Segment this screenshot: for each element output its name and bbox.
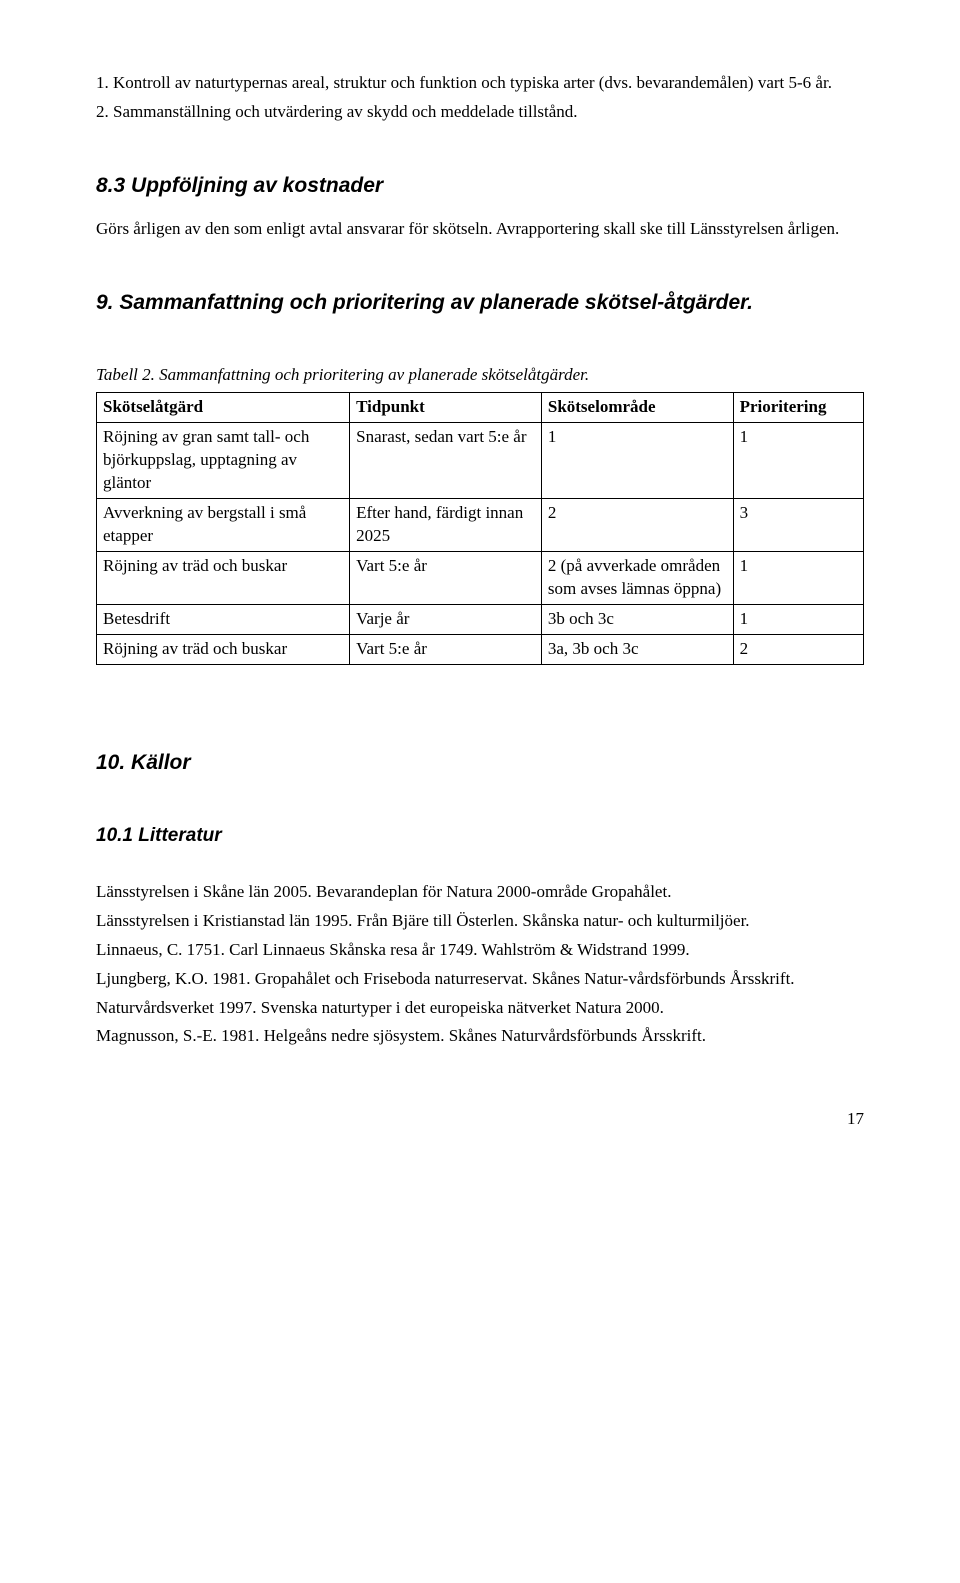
table-cell: Efter hand, färdigt innan 2025 — [350, 499, 542, 552]
table-cell: 1 — [733, 552, 863, 605]
heading-10-1: 10.1 Litteratur — [96, 823, 864, 849]
reference: Naturvårdsverket 1997. Svenska naturtype… — [96, 997, 864, 1020]
reference: Ljungberg, K.O. 1981. Gropahålet och Fri… — [96, 968, 864, 991]
col-header: Prioritering — [733, 393, 863, 423]
table-row: Röjning av gran samt tall- och björkupps… — [97, 423, 864, 499]
page-number: 17 — [96, 1108, 864, 1131]
table-cell: Betesdrift — [97, 604, 350, 634]
table-cell: Röjning av träd och buskar — [97, 552, 350, 605]
table-cell: 2 — [733, 634, 863, 664]
col-header: Skötselområde — [541, 393, 733, 423]
heading-9: 9. Sammanfattning och prioritering av pl… — [96, 289, 864, 317]
table-cell: 2 (på avverkade områden som avses lämnas… — [541, 552, 733, 605]
heading-10: 10. Källor — [96, 749, 864, 777]
table-2-caption: Tabell 2. Sammanfattning och prioriterin… — [96, 364, 864, 387]
table-cell: Röjning av träd och buskar — [97, 634, 350, 664]
reference: Magnusson, S.-E. 1981. Helgeåns nedre sj… — [96, 1025, 864, 1048]
reference: Länsstyrelsen i Kristianstad län 1995. F… — [96, 910, 864, 933]
table-cell: Vart 5:e år — [350, 634, 542, 664]
table-row: Röjning av träd och buskar Vart 5:e år 2… — [97, 552, 864, 605]
table-cell: 3b och 3c — [541, 604, 733, 634]
table-cell: 1 — [733, 604, 863, 634]
table-cell: 3a, 3b och 3c — [541, 634, 733, 664]
table-cell: 1 — [733, 423, 863, 499]
col-header: Skötselåtgärd — [97, 393, 350, 423]
table-cell: Vart 5:e år — [350, 552, 542, 605]
table-2: Skötselåtgärd Tidpunkt Skötselområde Pri… — [96, 392, 864, 664]
body-8-3: Görs årligen av den som enligt avtal ans… — [96, 218, 864, 241]
intro-item-2: 2. Sammanställning och utvärdering av sk… — [96, 101, 864, 124]
reference: Linnaeus, C. 1751. Carl Linnaeus Skånska… — [96, 939, 864, 962]
table-cell: Avverkning av bergstall i små etapper — [97, 499, 350, 552]
table-cell: 3 — [733, 499, 863, 552]
table-row: Betesdrift Varje år 3b och 3c 1 — [97, 604, 864, 634]
heading-8-3: 8.3 Uppföljning av kostnader — [96, 172, 864, 200]
table-cell: Varje år — [350, 604, 542, 634]
table-cell: Röjning av gran samt tall- och björkupps… — [97, 423, 350, 499]
table-cell: Snarast, sedan vart 5:e år — [350, 423, 542, 499]
table-row: Röjning av träd och buskar Vart 5:e år 3… — [97, 634, 864, 664]
table-cell: 1 — [541, 423, 733, 499]
table-cell: 2 — [541, 499, 733, 552]
intro-item-1: 1. Kontroll av naturtypernas areal, stru… — [96, 72, 864, 95]
col-header: Tidpunkt — [350, 393, 542, 423]
table-header-row: Skötselåtgärd Tidpunkt Skötselområde Pri… — [97, 393, 864, 423]
reference: Länsstyrelsen i Skåne län 2005. Bevarand… — [96, 881, 864, 904]
table-row: Avverkning av bergstall i små etapper Ef… — [97, 499, 864, 552]
